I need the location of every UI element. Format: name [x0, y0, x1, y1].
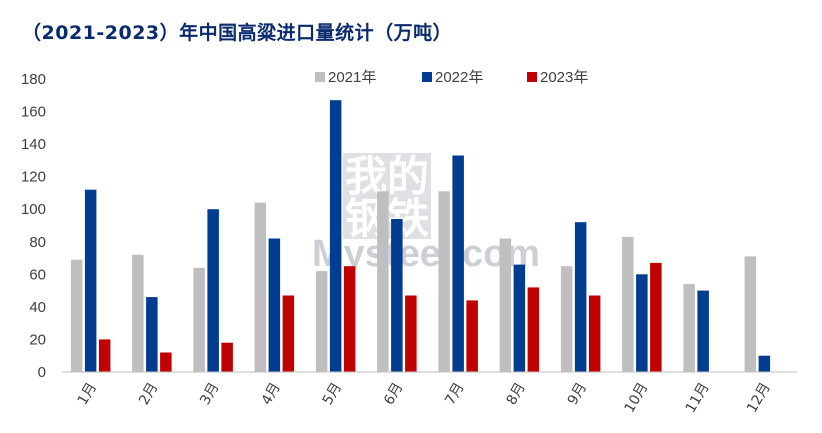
- bar-2-3: [207, 209, 219, 372]
- legend-swatch-3: [527, 72, 537, 82]
- y-tick-label: 140: [21, 136, 46, 153]
- y-tick-label: 0: [38, 364, 46, 381]
- legend: 2021年 2022年 2023年: [315, 69, 588, 86]
- bar-1-12: [744, 256, 757, 372]
- bar-2-12: [758, 355, 771, 372]
- x-tick-label: 4月: [259, 380, 284, 408]
- x-axis-ticks: 1月 2月 3月 4月 5月 6月 7月 8月 9月 10月 11月 12月: [75, 380, 774, 416]
- bar-1-6: [377, 191, 389, 372]
- x-tick-label: 11月: [683, 380, 713, 416]
- x-tick-label: 2月: [136, 380, 161, 408]
- bar-2-10: [636, 274, 648, 372]
- bar-2-9: [574, 222, 587, 372]
- bar-3-1: [98, 339, 111, 372]
- bar-2-2: [146, 297, 158, 372]
- bar-2-1: [84, 189, 97, 372]
- bar-3-8: [527, 287, 540, 372]
- legend-label-3: 2023年: [540, 69, 588, 86]
- bar-3-5: [343, 266, 356, 372]
- legend-swatch-2: [422, 72, 432, 82]
- bar-2-8: [513, 264, 526, 372]
- legend-swatch-1: [315, 72, 325, 82]
- x-tick-label: 12月: [744, 380, 774, 416]
- x-tick-label: 6月: [381, 380, 406, 408]
- bar-2-11: [697, 290, 709, 372]
- chart-title: （2021-2023）年中国高粱进口量统计（万吨）: [22, 22, 453, 44]
- bar-1-5: [315, 271, 328, 372]
- x-tick-label: 5月: [320, 380, 345, 408]
- bars: [70, 100, 771, 372]
- legend-label-2: 2022年: [435, 69, 483, 86]
- bar-1-8: [499, 238, 512, 372]
- bar-3-9: [588, 295, 601, 372]
- bar-2-5: [329, 100, 342, 372]
- x-tick-label: 7月: [442, 380, 467, 408]
- x-tick-label: 1月: [75, 380, 100, 408]
- y-tick-label: 20: [29, 331, 46, 348]
- bar-3-4: [282, 295, 295, 372]
- x-tick-label: 10月: [622, 380, 652, 416]
- bar-3-2: [160, 352, 172, 372]
- bar-1-4: [254, 202, 267, 372]
- bar-1-10: [622, 236, 634, 372]
- legend-label-1: 2021年: [328, 69, 376, 86]
- bar-3-7: [466, 300, 478, 372]
- bar-1-1: [70, 259, 83, 372]
- x-tick-label: 9月: [565, 380, 590, 408]
- bar-2-4: [268, 238, 281, 372]
- bar-1-11: [683, 284, 695, 372]
- y-tick-label: 40: [29, 299, 46, 316]
- bar-3-10: [650, 262, 662, 372]
- bar-1-2: [132, 254, 144, 372]
- y-tick-label: 80: [29, 234, 46, 251]
- bar-3-6: [405, 295, 417, 372]
- bar-2-6: [391, 219, 403, 372]
- bar-2-7: [452, 155, 464, 372]
- y-tick-label: 160: [21, 104, 46, 121]
- y-tick-label: 100: [21, 201, 46, 218]
- y-tick-label: 60: [29, 266, 46, 283]
- x-tick-label: 3月: [197, 380, 222, 408]
- y-tick-label: 180: [21, 71, 46, 88]
- x-tick-label: 8月: [504, 380, 529, 408]
- bar-1-3: [193, 267, 205, 372]
- bar-1-7: [438, 191, 450, 372]
- y-tick-label: 120: [21, 169, 46, 186]
- bar-1-9: [560, 266, 573, 372]
- bar-3-3: [221, 342, 233, 372]
- y-axis-ticks: 0 20 40 60 80 100 120 140 160 180: [21, 71, 46, 381]
